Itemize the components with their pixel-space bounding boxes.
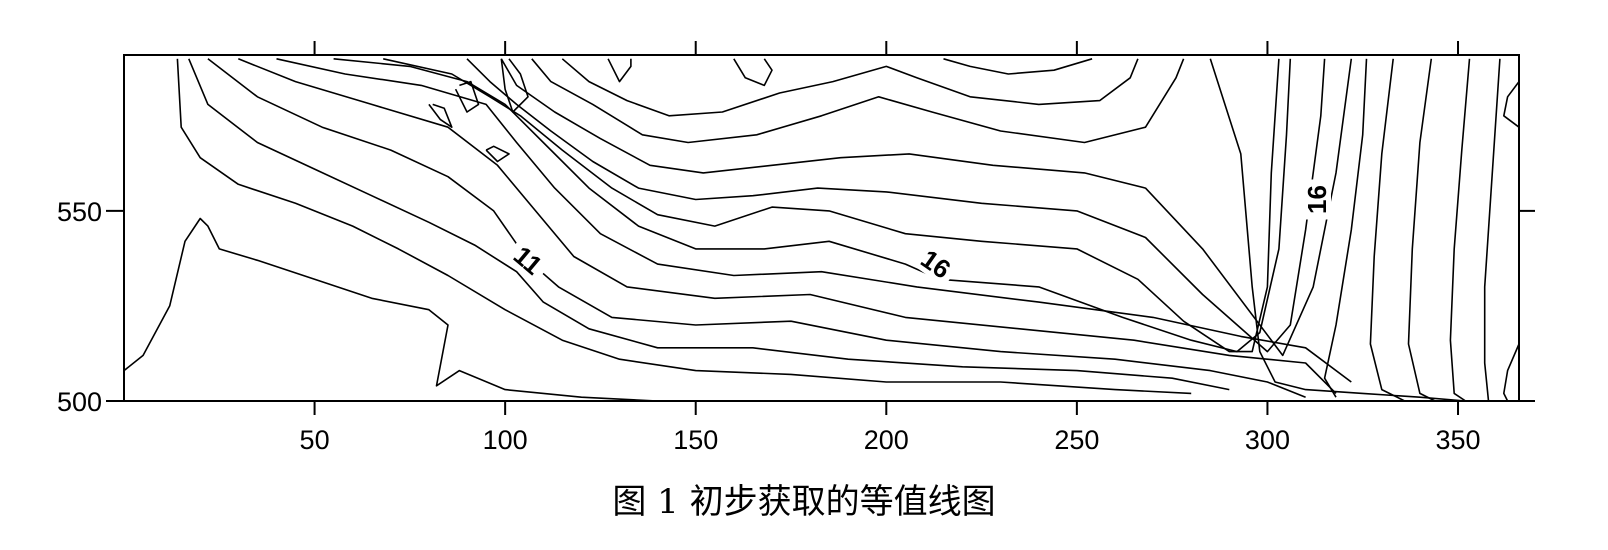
contour-line-v [1369, 58, 1406, 402]
contour-line-s [943, 58, 1093, 75]
figure-caption: 图 1 初步获取的等值线图 [612, 482, 996, 522]
contour-line-u [1323, 58, 1368, 398]
contour-line-r [485, 145, 510, 163]
contour-line-k [531, 58, 1185, 144]
contour-label-2: 16 [1302, 185, 1332, 214]
contour-line-n [607, 58, 632, 83]
x-tick-label-300: 300 [1245, 425, 1290, 455]
contour-line-q [454, 80, 480, 113]
x-tick-label-350: 350 [1435, 425, 1480, 455]
x-tick-label-150: 150 [673, 425, 718, 455]
y-tick-label-500: 500 [57, 387, 102, 417]
contour-lines [123, 58, 1520, 402]
y-tick-label-550: 550 [57, 197, 102, 227]
contour-line-p [428, 103, 453, 128]
contour-line-x [1449, 58, 1471, 402]
x-tick-label-200: 200 [864, 425, 909, 455]
contour-line-y [1483, 58, 1501, 402]
contour-line-i [466, 58, 1326, 353]
contour-line-b [176, 58, 1192, 395]
contour-label-bg-1 [911, 239, 962, 288]
contour-line-c [188, 58, 1230, 391]
axis-ticks [106, 41, 1535, 415]
contour-line-t [1209, 58, 1466, 402]
plot-frame [123, 54, 1520, 402]
contour-line-j [500, 58, 1353, 357]
contour-line-l [561, 58, 1139, 117]
contour-label-bg-0 [503, 235, 554, 284]
contour-line-d [207, 58, 1306, 398]
contour-line-e [238, 58, 1337, 394]
tick-labels: 50 100 150 200 250 300 350 500 550 [57, 197, 1481, 455]
contour-line-h [383, 58, 1280, 353]
contour-line-z2 [1503, 343, 1520, 402]
contour-line-z [1503, 81, 1520, 128]
x-tick-label-50: 50 [300, 425, 330, 455]
contour-line-m [500, 58, 529, 113]
contour-line-f [276, 58, 1352, 383]
contour-line-o [733, 58, 773, 87]
contour-line-w [1407, 58, 1436, 402]
contour-label-bg-2 [1300, 179, 1331, 220]
x-tick-label-250: 250 [1054, 425, 1099, 455]
contour-line-a [123, 217, 658, 402]
x-tick-label-100: 100 [483, 425, 528, 455]
